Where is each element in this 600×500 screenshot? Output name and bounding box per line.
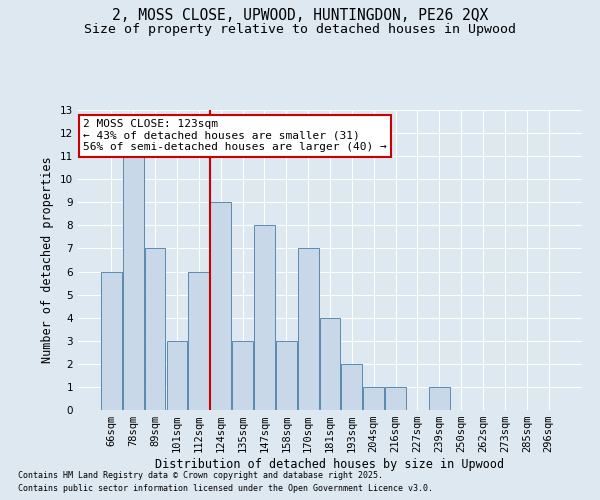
Text: Size of property relative to detached houses in Upwood: Size of property relative to detached ho…: [84, 22, 516, 36]
Text: 2 MOSS CLOSE: 123sqm
← 43% of detached houses are smaller (31)
56% of semi-detac: 2 MOSS CLOSE: 123sqm ← 43% of detached h…: [83, 119, 387, 152]
X-axis label: Distribution of detached houses by size in Upwood: Distribution of detached houses by size …: [155, 458, 505, 471]
Text: 2, MOSS CLOSE, UPWOOD, HUNTINGDON, PE26 2QX: 2, MOSS CLOSE, UPWOOD, HUNTINGDON, PE26 …: [112, 8, 488, 22]
Bar: [123, 156, 143, 410]
Bar: [320, 318, 340, 410]
Bar: [341, 364, 362, 410]
Y-axis label: Number of detached properties: Number of detached properties: [41, 156, 55, 364]
Bar: [298, 248, 319, 410]
Bar: [429, 387, 450, 410]
Bar: [232, 341, 253, 410]
Bar: [101, 272, 122, 410]
Bar: [385, 387, 406, 410]
Text: Contains HM Land Registry data © Crown copyright and database right 2025.: Contains HM Land Registry data © Crown c…: [18, 470, 383, 480]
Bar: [145, 248, 166, 410]
Bar: [276, 341, 296, 410]
Bar: [254, 226, 275, 410]
Bar: [188, 272, 209, 410]
Bar: [364, 387, 384, 410]
Text: Contains public sector information licensed under the Open Government Licence v3: Contains public sector information licen…: [18, 484, 433, 493]
Bar: [210, 202, 231, 410]
Bar: [167, 341, 187, 410]
